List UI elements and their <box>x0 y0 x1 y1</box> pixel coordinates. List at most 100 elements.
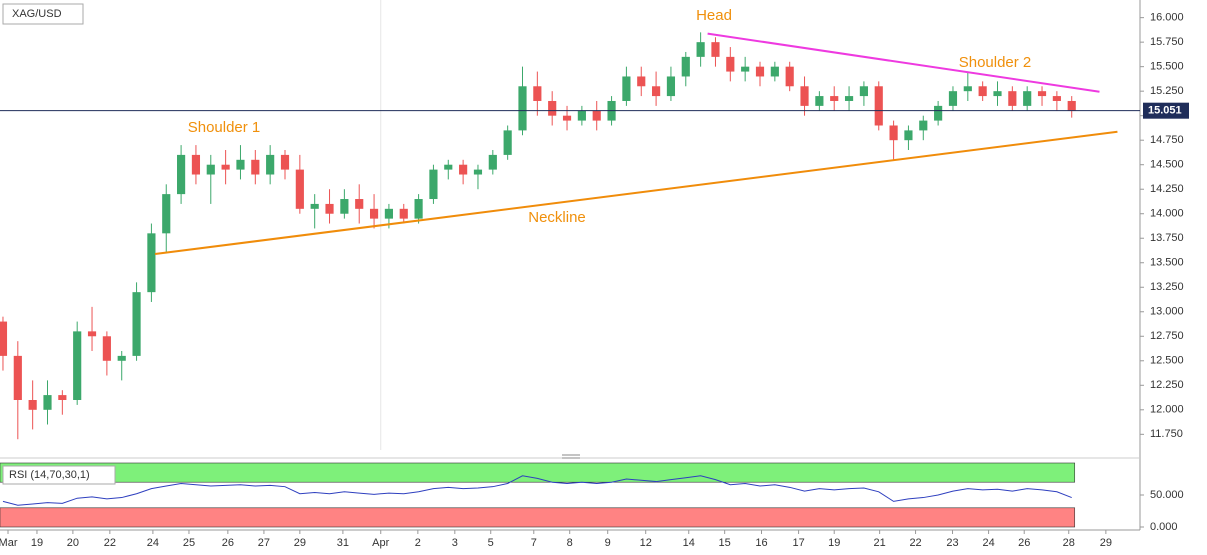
candle-body <box>741 66 750 72</box>
y-tick-label: 13.250 <box>1150 281 1184 293</box>
x-tick-label: 19 <box>828 537 840 549</box>
candle-body <box>666 76 676 97</box>
rsi-band <box>0 462 1076 483</box>
candle-body <box>280 154 290 170</box>
candle-body <box>221 164 230 170</box>
candle-body <box>488 154 497 170</box>
candle-body <box>459 164 468 175</box>
x-tick-label: 22 <box>104 537 116 549</box>
candle-body <box>43 395 52 410</box>
candle-body <box>830 96 839 101</box>
y-tick-label: 13.000 <box>1150 306 1184 318</box>
candle-body <box>755 66 765 77</box>
candle-body <box>919 120 928 131</box>
candle-body <box>533 86 542 101</box>
candle-body <box>1008 91 1017 106</box>
candle-body <box>399 208 408 219</box>
rsi-title: RSI (14,70,30,1) <box>9 469 90 481</box>
candle-body <box>770 66 779 77</box>
symbol-box <box>2 3 84 25</box>
x-tick-label: 23 <box>946 537 958 549</box>
x-tick-label: 24 <box>982 537 994 549</box>
rsi-line <box>2 475 1072 506</box>
candle-body <box>295 169 304 209</box>
candle-body <box>637 76 646 87</box>
y-tick-label: 12.750 <box>1150 330 1184 342</box>
last-price-box <box>1143 102 1189 119</box>
y-tick-label: 12.000 <box>1150 404 1184 416</box>
y-tick-label: 13.750 <box>1150 232 1184 244</box>
candle-body <box>162 194 171 234</box>
candle-body <box>844 96 854 101</box>
annotation: Neckline <box>528 209 586 226</box>
candle-body <box>236 159 245 170</box>
candle-body <box>904 130 913 141</box>
y-tick-label: 11.750 <box>1150 428 1183 440</box>
candle-body <box>1037 91 1047 97</box>
candle-body <box>562 115 572 121</box>
trendline <box>707 32 1100 93</box>
y-tick-label: 15.250 <box>1150 85 1184 97</box>
candle-body <box>711 42 720 57</box>
candle-body <box>147 233 156 293</box>
candle-body <box>251 159 260 175</box>
y-tick-label: 12.250 <box>1150 379 1184 391</box>
candle-body <box>592 110 601 121</box>
candle-body <box>518 86 527 131</box>
candle-body <box>414 199 423 219</box>
x-tick-label: 20 <box>67 537 79 549</box>
candle-body <box>785 66 794 87</box>
candle-body <box>548 100 557 116</box>
x-tick-label: 22 <box>909 537 921 549</box>
candle-body <box>696 42 705 57</box>
x-tick-label: Apr <box>372 537 389 549</box>
candle-body <box>622 76 631 101</box>
x-tick-label: 3 <box>452 537 458 549</box>
x-tick-label: 17 <box>792 537 804 549</box>
candle-body <box>1023 91 1032 106</box>
x-tick-label: 26 <box>222 537 234 549</box>
x-tick-label: 19 <box>31 537 43 549</box>
candle-body <box>889 125 898 141</box>
y-tick-label: 16.000 <box>1150 12 1184 24</box>
candle-body <box>577 110 586 121</box>
candle-body <box>102 336 111 361</box>
candle-body <box>117 355 126 361</box>
candle-body <box>266 154 275 175</box>
resize-handle[interactable] <box>562 454 580 459</box>
candle-body <box>132 292 141 356</box>
candle-body <box>874 86 883 126</box>
candle-body <box>1067 100 1076 111</box>
rsi-title-box <box>2 465 116 485</box>
x-tick-label: 15 <box>719 537 731 549</box>
x-tick-label: 26 <box>1018 537 1030 549</box>
candle-body <box>429 169 438 200</box>
x-tick-label: 29 <box>1100 537 1112 549</box>
rsi-band <box>0 507 1076 528</box>
symbol-label: XAG/USD <box>12 8 62 20</box>
y-tick-label: 13.500 <box>1150 257 1184 269</box>
candle-body <box>473 169 483 175</box>
candle-body <box>993 91 1002 97</box>
y-tick-label: 12.500 <box>1150 355 1184 367</box>
candle-body <box>177 154 186 195</box>
candle-body <box>0 321 8 356</box>
candle-body <box>978 86 987 97</box>
candle-body <box>503 130 512 155</box>
x-tick-label: 31 <box>337 537 349 549</box>
candle-body <box>934 105 943 121</box>
y-tick-label: 14.250 <box>1150 183 1184 195</box>
x-tick-label: 7 <box>531 537 537 549</box>
candle-body <box>726 56 735 72</box>
last-price-label: 15.051 <box>1148 105 1182 117</box>
candle-body <box>384 208 393 219</box>
x-tick-label: 14 <box>683 537 695 549</box>
y-tick-label: 14.500 <box>1150 159 1184 171</box>
candle-body <box>28 400 37 410</box>
annotation: Head <box>696 7 732 24</box>
candle-body <box>355 199 364 209</box>
x-tick-label: 29 <box>294 537 306 549</box>
y-tick-label: 15.750 <box>1150 36 1184 48</box>
